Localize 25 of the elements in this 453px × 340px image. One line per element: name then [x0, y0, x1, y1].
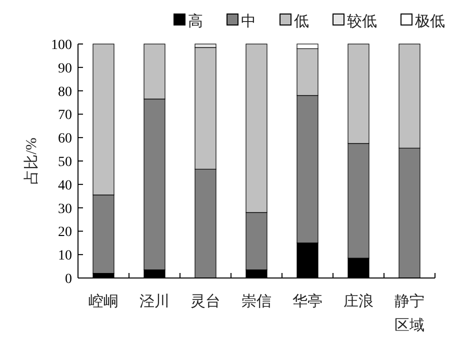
x-axis-title: 区域	[394, 317, 424, 334]
x-tick-label: 崇信	[242, 293, 272, 310]
x-tick-label: 华亭	[292, 293, 322, 310]
x-tick-label: 静宁	[394, 293, 424, 310]
y-tick-label: 90	[58, 61, 72, 76]
legend-label: 中	[241, 13, 256, 30]
y-tick-label: 40	[58, 178, 72, 194]
y-tick-label: 20	[58, 225, 72, 240]
legend-label: 较低	[347, 13, 377, 30]
y-tick-label: 60	[58, 132, 72, 147]
y-tick-label: 50	[58, 155, 72, 170]
y-tick-label: 100	[51, 38, 72, 53]
legend-label: 低	[294, 14, 309, 30]
y-axis-title: 占比/%	[23, 138, 40, 184]
x-tick-label: 崆峒	[88, 293, 118, 310]
y-tick-label: 10	[58, 248, 72, 264]
x-tick-label: 灵台	[190, 293, 220, 310]
y-tick-label: 30	[58, 202, 72, 217]
y-tick-label: 70	[58, 108, 72, 124]
legend-label: 高	[188, 13, 203, 30]
y-tick-label: 80	[58, 84, 72, 100]
x-tick-label: 泾川	[140, 293, 170, 310]
x-tick-label: 庄浪	[344, 293, 374, 310]
legend-label: 极低	[414, 13, 445, 30]
y-tick-label: 0	[65, 272, 72, 287]
